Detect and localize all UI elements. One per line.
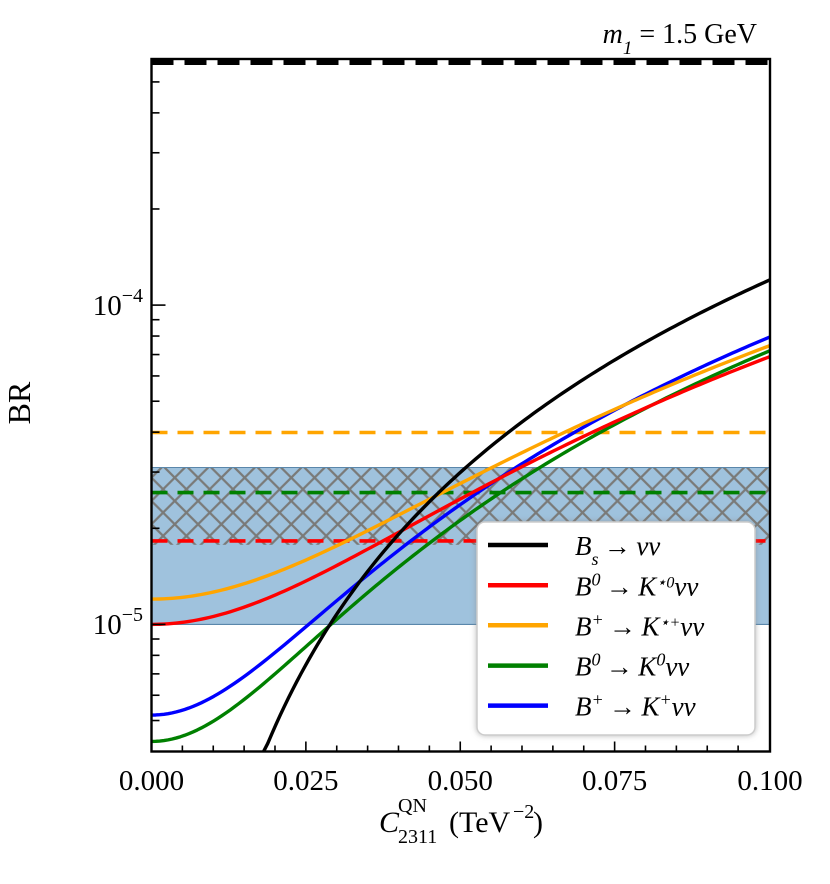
svg-text:0.075: 0.075	[582, 765, 647, 797]
svg-text:m1 = 1.5 GeV: m1 = 1.5 GeV	[603, 19, 757, 59]
svg-text:C: C	[379, 806, 400, 839]
svg-text:10−4: 10−4	[93, 285, 143, 322]
svg-text:2311: 2311	[398, 826, 437, 848]
svg-text:0.050: 0.050	[428, 765, 493, 797]
svg-text:(TeV: (TeV	[449, 806, 511, 839]
svg-text:0.025: 0.025	[273, 765, 338, 797]
svg-text:10−5: 10−5	[93, 604, 143, 641]
svg-text:−2: −2	[513, 801, 534, 823]
svg-text:BR: BR	[1, 381, 37, 424]
svg-text:): )	[533, 806, 543, 839]
svg-text:0.100: 0.100	[737, 765, 802, 797]
svg-text:QN: QN	[398, 795, 427, 817]
svg-text:0.000: 0.000	[119, 765, 184, 797]
